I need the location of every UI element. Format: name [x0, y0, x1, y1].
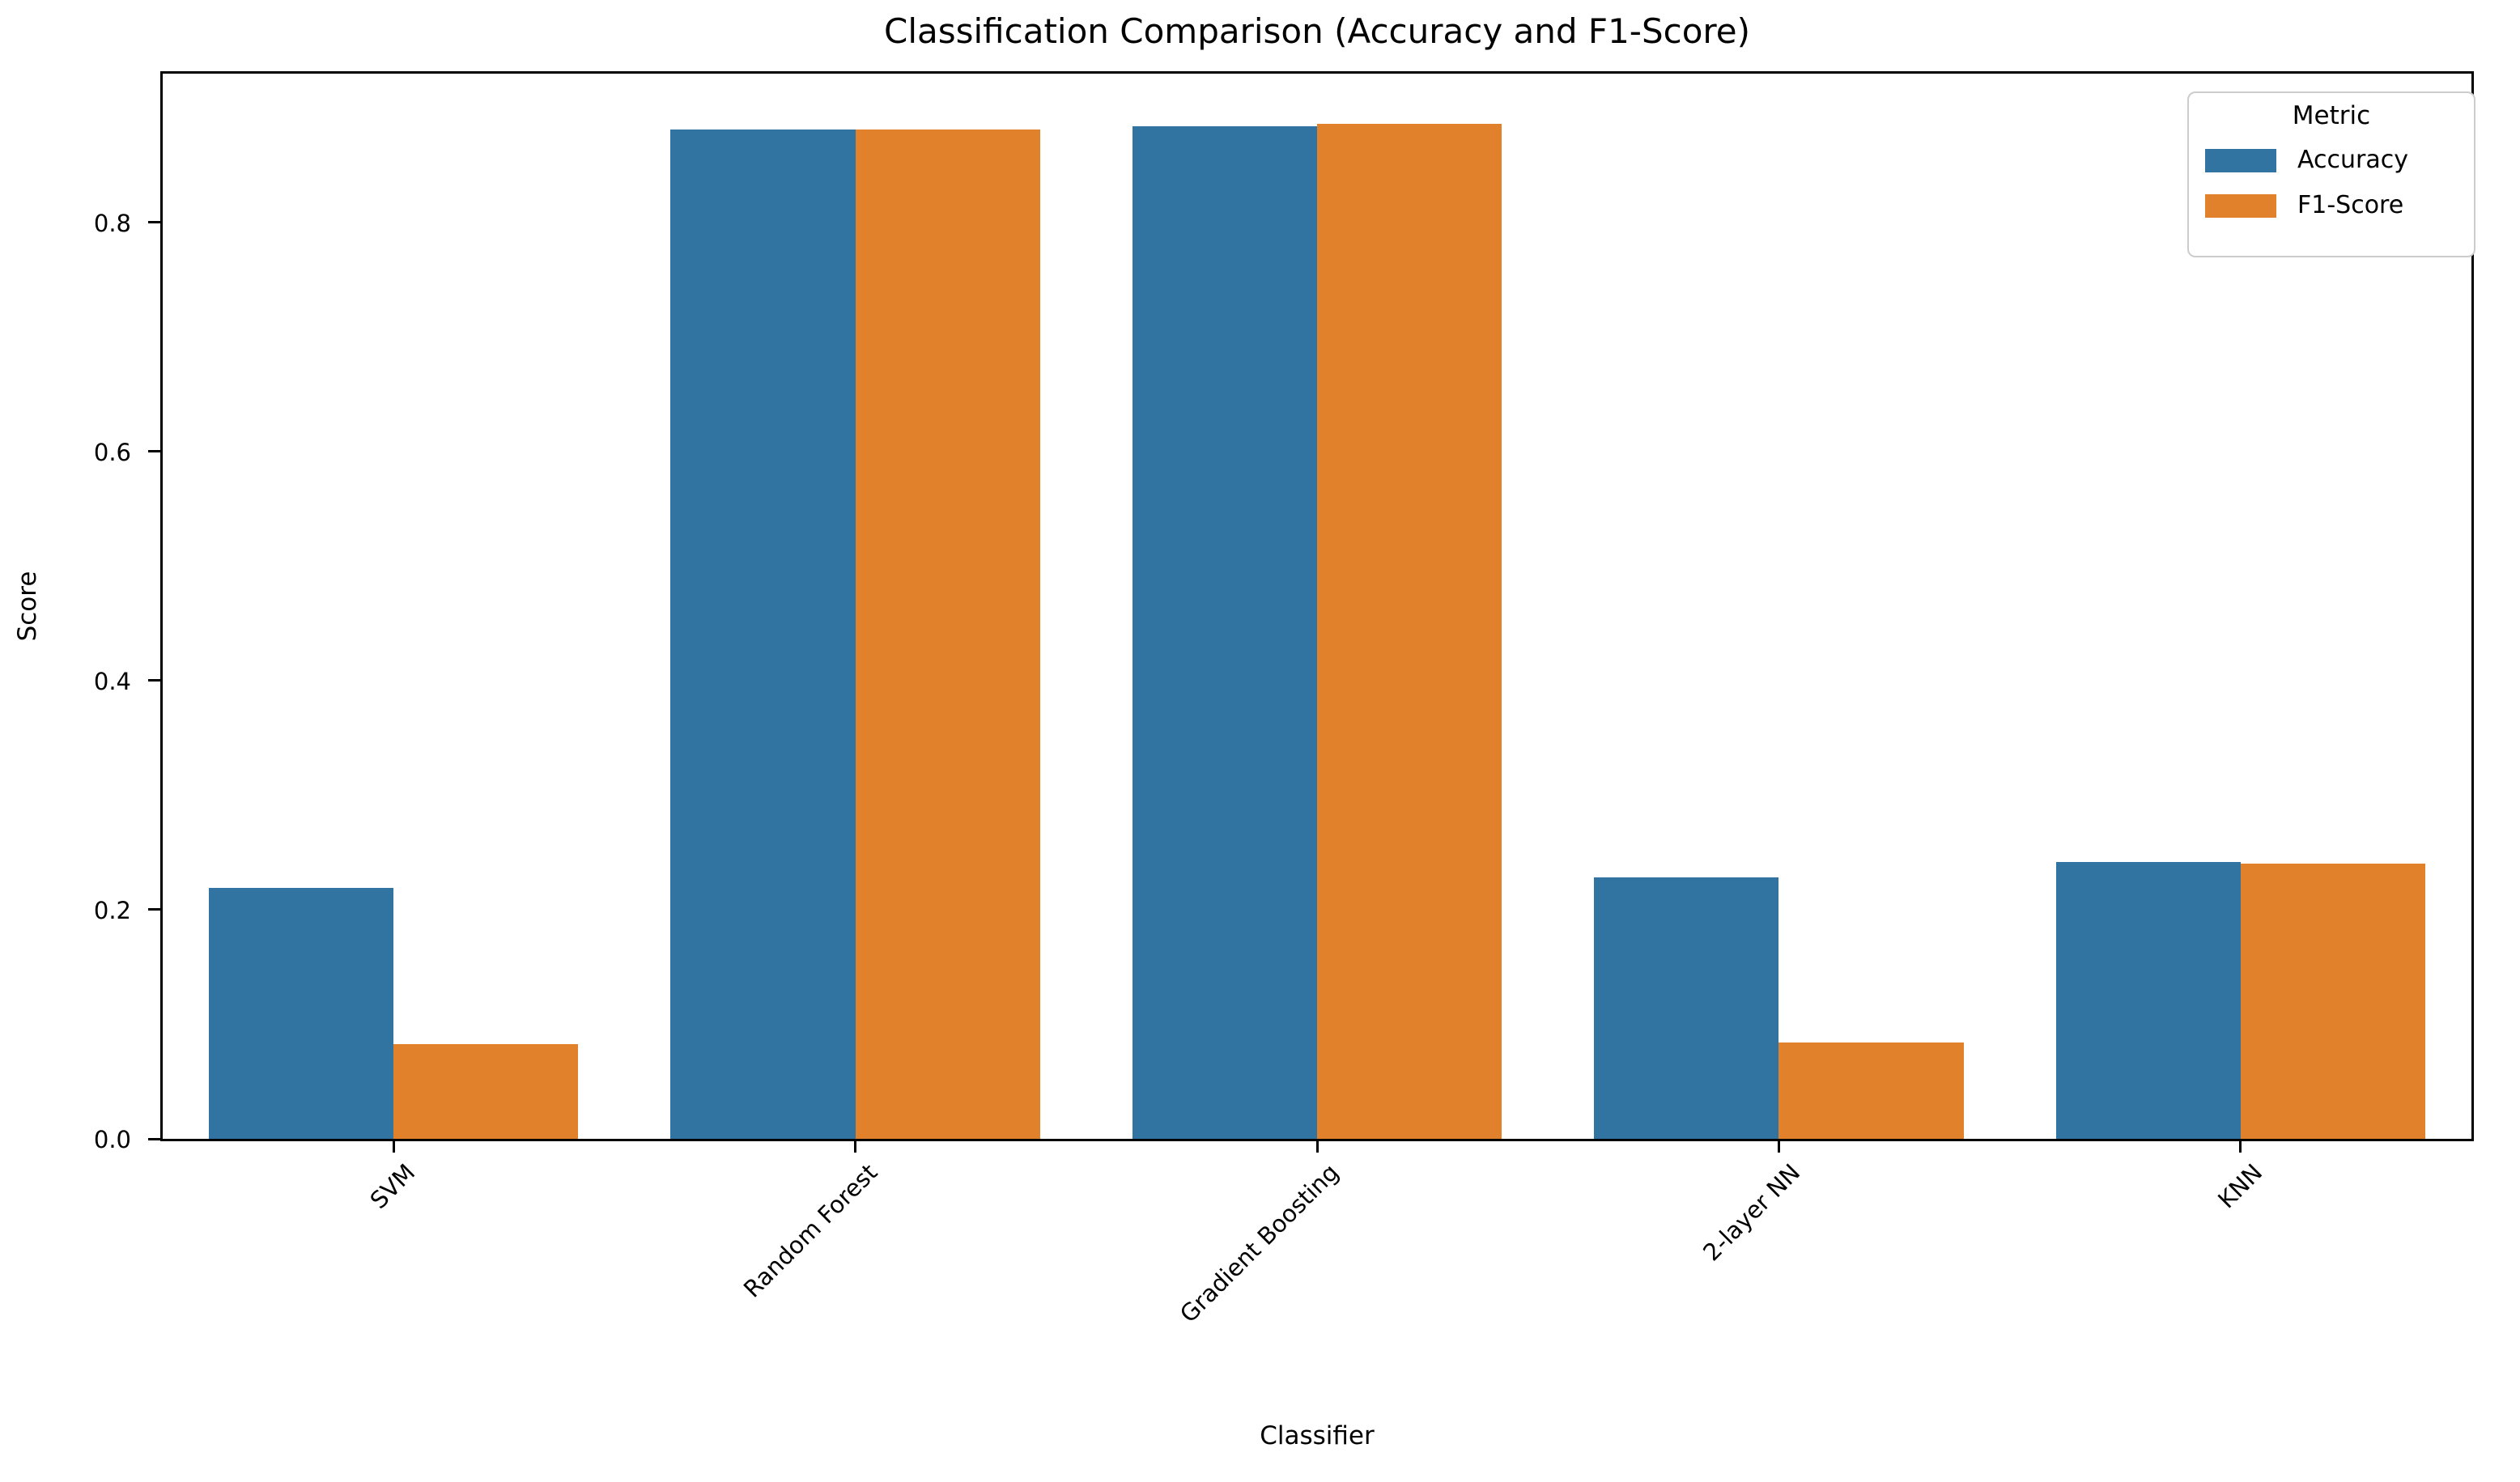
bar-gradient-boosting-accuracy — [1132, 126, 1317, 1139]
bar-svm-accuracy — [209, 888, 394, 1139]
y-tick-label-0.4: 0.4 — [93, 667, 131, 695]
x-tick-2-layer-nn — [1777, 1141, 1780, 1153]
legend: Metric Accuracy F1-Score — [2187, 91, 2475, 257]
x-tick-random-forest — [854, 1141, 857, 1153]
plot-area — [160, 71, 2474, 1141]
bar-random-forest-f1-score — [855, 130, 1040, 1139]
bar-2-layer-nn-f1-score — [1778, 1042, 1964, 1139]
y-tick-0.8 — [148, 221, 160, 224]
y-axis-label: Score — [13, 571, 42, 642]
legend-swatch-f1-score — [2205, 193, 2276, 218]
legend-entry-f1-score: F1-Score — [2205, 189, 2458, 222]
x-tick-svm — [392, 1141, 395, 1153]
legend-entry-accuracy: Accuracy — [2205, 144, 2458, 176]
bar-svm-f1-score — [393, 1043, 579, 1139]
bar-random-forest-accuracy — [670, 130, 856, 1139]
bar-gradient-boosting-f1-score — [1317, 124, 1502, 1139]
legend-label-accuracy: Accuracy — [2297, 146, 2408, 174]
bar-2-layer-nn-accuracy — [1594, 877, 1779, 1139]
legend-swatch-accuracy — [2205, 148, 2276, 172]
y-tick-0.2 — [148, 908, 160, 911]
x-tick-gradient-boosting — [1315, 1141, 1319, 1153]
x-axis-label: Classifier — [1260, 1421, 1375, 1450]
legend-label-f1-score: F1-Score — [2297, 191, 2404, 219]
y-tick-label-0.2: 0.2 — [93, 896, 131, 924]
y-tick-label-0.6: 0.6 — [93, 438, 131, 466]
y-tick-0.4 — [148, 679, 160, 682]
chart-title: Classification Comparison (Accuracy and … — [884, 11, 1750, 51]
legend-title: Metric — [2292, 101, 2371, 130]
x-tick-knn — [2239, 1141, 2242, 1153]
y-tick-0.0 — [148, 1137, 160, 1140]
y-tick-label-0.8: 0.8 — [93, 209, 131, 237]
y-tick-0.6 — [148, 450, 160, 453]
bar-knn-f1-score — [2240, 864, 2425, 1139]
bar-knn-accuracy — [2055, 861, 2241, 1139]
y-tick-label-0.0: 0.0 — [93, 1126, 131, 1153]
